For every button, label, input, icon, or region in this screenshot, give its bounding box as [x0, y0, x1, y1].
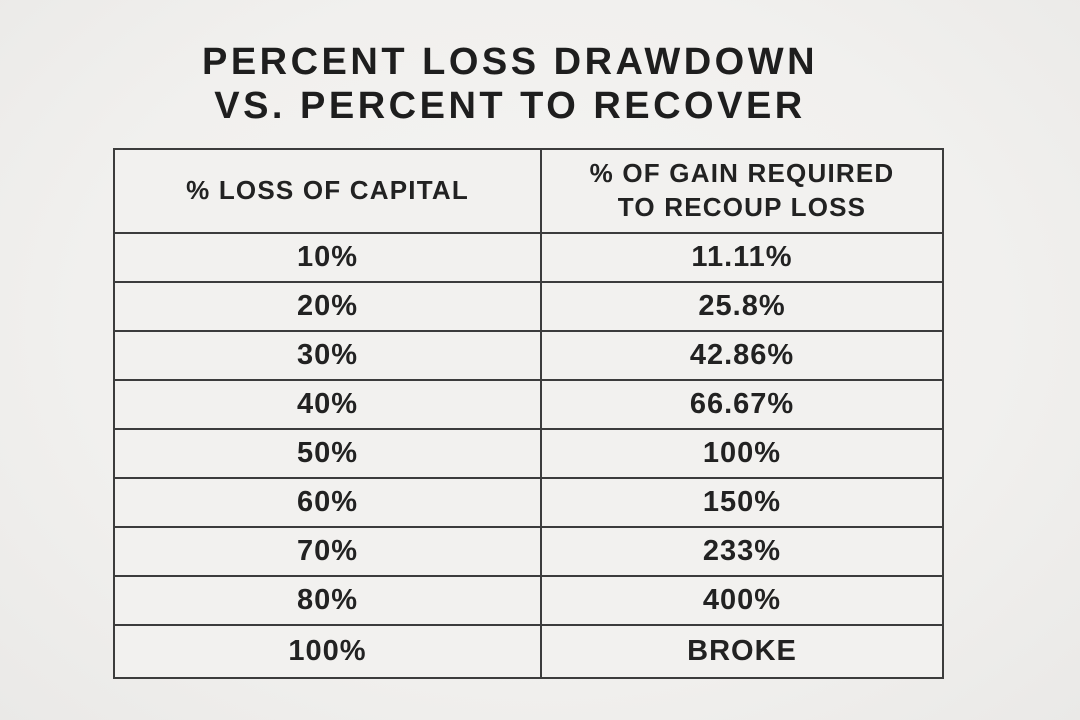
gain-cell: 66.67%: [540, 379, 944, 430]
loss-cell: 100%: [113, 624, 542, 679]
gain-cell: 400%: [540, 575, 944, 626]
gain-cell: 11.11%: [540, 232, 944, 283]
table-row: 30% 42.86%: [113, 330, 944, 381]
table-row: 70% 233%: [113, 526, 944, 577]
page-title-line2: VS. PERCENT TO RECOVER: [214, 85, 806, 127]
loss-cell: 60%: [113, 477, 542, 528]
loss-cell: 50%: [113, 428, 542, 479]
table-row: 40% 66.67%: [113, 379, 944, 430]
gain-cell: 25.8%: [540, 281, 944, 332]
loss-cell: 20%: [113, 281, 542, 332]
column-header-loss-of-capital: % LOSS OF CAPITAL: [113, 148, 542, 234]
loss-cell: 80%: [113, 575, 542, 626]
column-header-loss-label: % LOSS OF CAPITAL: [186, 175, 469, 206]
page-title: PERCENT LOSS DRAWDOWN VS. PERCENT TO REC…: [0, 40, 1020, 128]
column-header-gain-required: % OF GAIN REQUIRED TO RECOUP LOSS: [540, 148, 944, 234]
table-row: 80% 400%: [113, 575, 944, 626]
table-row: 100% BROKE: [113, 624, 944, 679]
gain-cell: 233%: [540, 526, 944, 577]
drawdown-recovery-table: % LOSS OF CAPITAL % OF GAIN REQUIRED TO …: [113, 148, 944, 679]
table-row: 10% 11.11%: [113, 232, 944, 283]
page-title-line1: PERCENT LOSS DRAWDOWN: [201, 41, 819, 83]
gain-cell: BROKE: [540, 624, 944, 679]
loss-cell: 40%: [113, 379, 542, 430]
gain-cell: 42.86%: [540, 330, 944, 381]
gain-cell: 100%: [540, 428, 944, 479]
table-row: 50% 100%: [113, 428, 944, 479]
loss-cell: 30%: [113, 330, 542, 381]
column-header-gain-label: % OF GAIN REQUIRED TO RECOUP LOSS: [589, 158, 895, 222]
table-row: 60% 150%: [113, 477, 944, 528]
table-row: 20% 25.8%: [113, 281, 944, 332]
table-header-row: % LOSS OF CAPITAL % OF GAIN REQUIRED TO …: [113, 148, 944, 234]
loss-cell: 10%: [113, 232, 542, 283]
loss-cell: 70%: [113, 526, 542, 577]
gain-cell: 150%: [540, 477, 944, 528]
